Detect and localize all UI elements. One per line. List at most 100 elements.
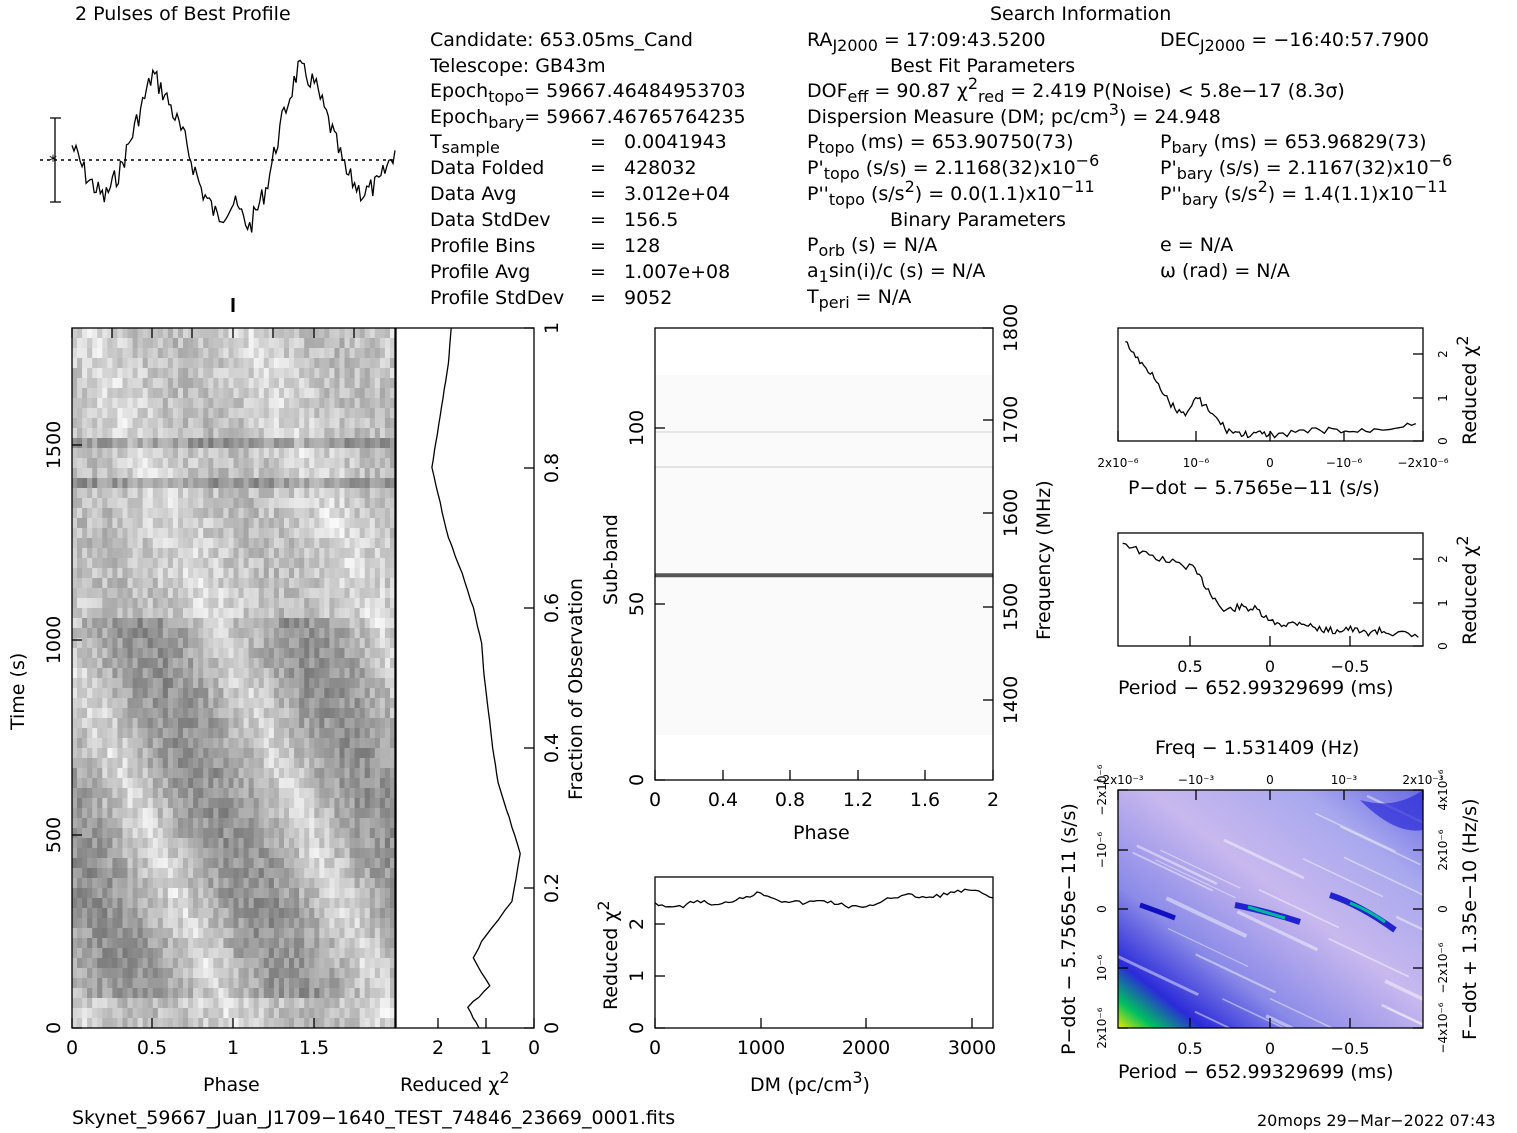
tp-cell <box>238 538 244 549</box>
tp-cell <box>334 988 340 999</box>
tp-cell <box>213 498 219 509</box>
tp-cell <box>167 858 174 869</box>
tp-cell <box>364 568 371 579</box>
tp-cell <box>147 378 154 389</box>
tp-cell <box>77 568 83 579</box>
tp-cell <box>268 438 275 449</box>
tp-cell <box>127 948 133 959</box>
tp-cell <box>354 828 361 839</box>
tp-cell <box>329 608 335 619</box>
tp-cell <box>349 538 356 549</box>
tp-cell <box>172 758 179 769</box>
tp-cell <box>344 868 350 879</box>
tp-cell <box>334 488 340 499</box>
tp-cell <box>97 528 103 539</box>
tp-cell <box>268 478 275 489</box>
tp-cell <box>339 568 345 579</box>
tp-cell <box>127 848 133 859</box>
tp-cell <box>127 888 133 899</box>
tp-cell <box>228 1018 234 1029</box>
tp-cell <box>359 688 366 699</box>
tp-cell <box>289 958 295 969</box>
tp-cell <box>284 548 290 559</box>
tp-cell <box>369 408 376 419</box>
tp-cell <box>369 888 376 899</box>
tp-cell <box>309 418 315 429</box>
tp-cell <box>213 938 219 949</box>
tp-cell <box>152 928 159 939</box>
tp-cell <box>344 718 350 729</box>
tp-cell <box>162 668 169 679</box>
tp-cell <box>329 908 335 919</box>
tp-cell <box>72 818 78 829</box>
tp-cell <box>132 588 139 599</box>
tp-cell <box>188 548 194 559</box>
tp-cell <box>183 878 189 889</box>
tp-cell <box>294 678 300 689</box>
tp-cell <box>92 918 98 929</box>
tp-cell <box>304 598 310 609</box>
tp-cell <box>77 448 83 459</box>
ppdot-ridge-3-core <box>1349 901 1386 924</box>
tp-cell <box>122 918 128 929</box>
tp-cell <box>273 808 280 819</box>
tp-cell <box>137 538 144 549</box>
tp-cell <box>147 528 154 539</box>
tp-cell <box>102 378 108 389</box>
tp-cell <box>309 528 315 539</box>
tp-cell <box>203 738 209 749</box>
tp-cell <box>97 908 103 919</box>
tp-cell <box>248 978 255 989</box>
tp-cell <box>92 1018 98 1029</box>
tp-cell <box>172 618 179 629</box>
tp-cell <box>137 778 144 789</box>
tp-cell <box>384 468 391 479</box>
tp-cell <box>289 758 295 769</box>
tp-cell <box>97 728 103 739</box>
tp-cell <box>157 498 164 509</box>
tp-cell <box>193 818 199 829</box>
tp-cell <box>314 618 320 629</box>
tp-cell <box>77 358 83 369</box>
tp-cell <box>213 358 219 369</box>
tp-cell <box>77 898 83 909</box>
tp-cell <box>117 898 123 909</box>
tp-cell <box>132 578 139 589</box>
tp-cell <box>263 958 270 969</box>
sb-yr-tick-label: 1500 <box>1000 583 1022 631</box>
pd-x-tick-label: 2x10⁻⁶ <box>1097 456 1138 470</box>
tp-cell <box>309 328 315 339</box>
tp-cell <box>278 698 285 709</box>
tp-cell <box>218 668 224 679</box>
tp-cell <box>319 968 325 979</box>
tp-cell <box>263 638 270 649</box>
tp-cell <box>193 528 199 539</box>
tp-cell <box>112 448 118 459</box>
tp-cell <box>157 348 164 359</box>
tp-cell <box>319 628 325 639</box>
tp-cell <box>284 348 290 359</box>
tp-cell <box>314 458 320 469</box>
tp-cell <box>107 888 113 899</box>
tp-cell <box>289 988 295 999</box>
tp-cell <box>162 988 169 999</box>
tp-cell <box>374 1008 381 1019</box>
tp-cell <box>157 1008 164 1019</box>
tp-cell <box>162 858 169 869</box>
tp-cell <box>167 478 174 489</box>
tp-cell <box>349 508 356 519</box>
tp-cell <box>319 398 325 409</box>
tp-cell <box>122 448 128 459</box>
pddot-topo-text: P''topo (s/s2) = 0.0(1.1)x10−11 <box>807 177 1095 209</box>
tp-cell <box>122 538 128 549</box>
tp-cell <box>117 348 123 359</box>
tp-cell <box>162 808 169 819</box>
tp-cell <box>198 418 204 429</box>
tp-cell <box>188 418 194 429</box>
tp-cell <box>314 868 320 879</box>
tp-cell <box>228 758 234 769</box>
tp-cell <box>193 948 199 959</box>
tp-cell <box>258 378 265 389</box>
tp-cell <box>344 888 350 899</box>
tp-cell <box>289 448 295 459</box>
